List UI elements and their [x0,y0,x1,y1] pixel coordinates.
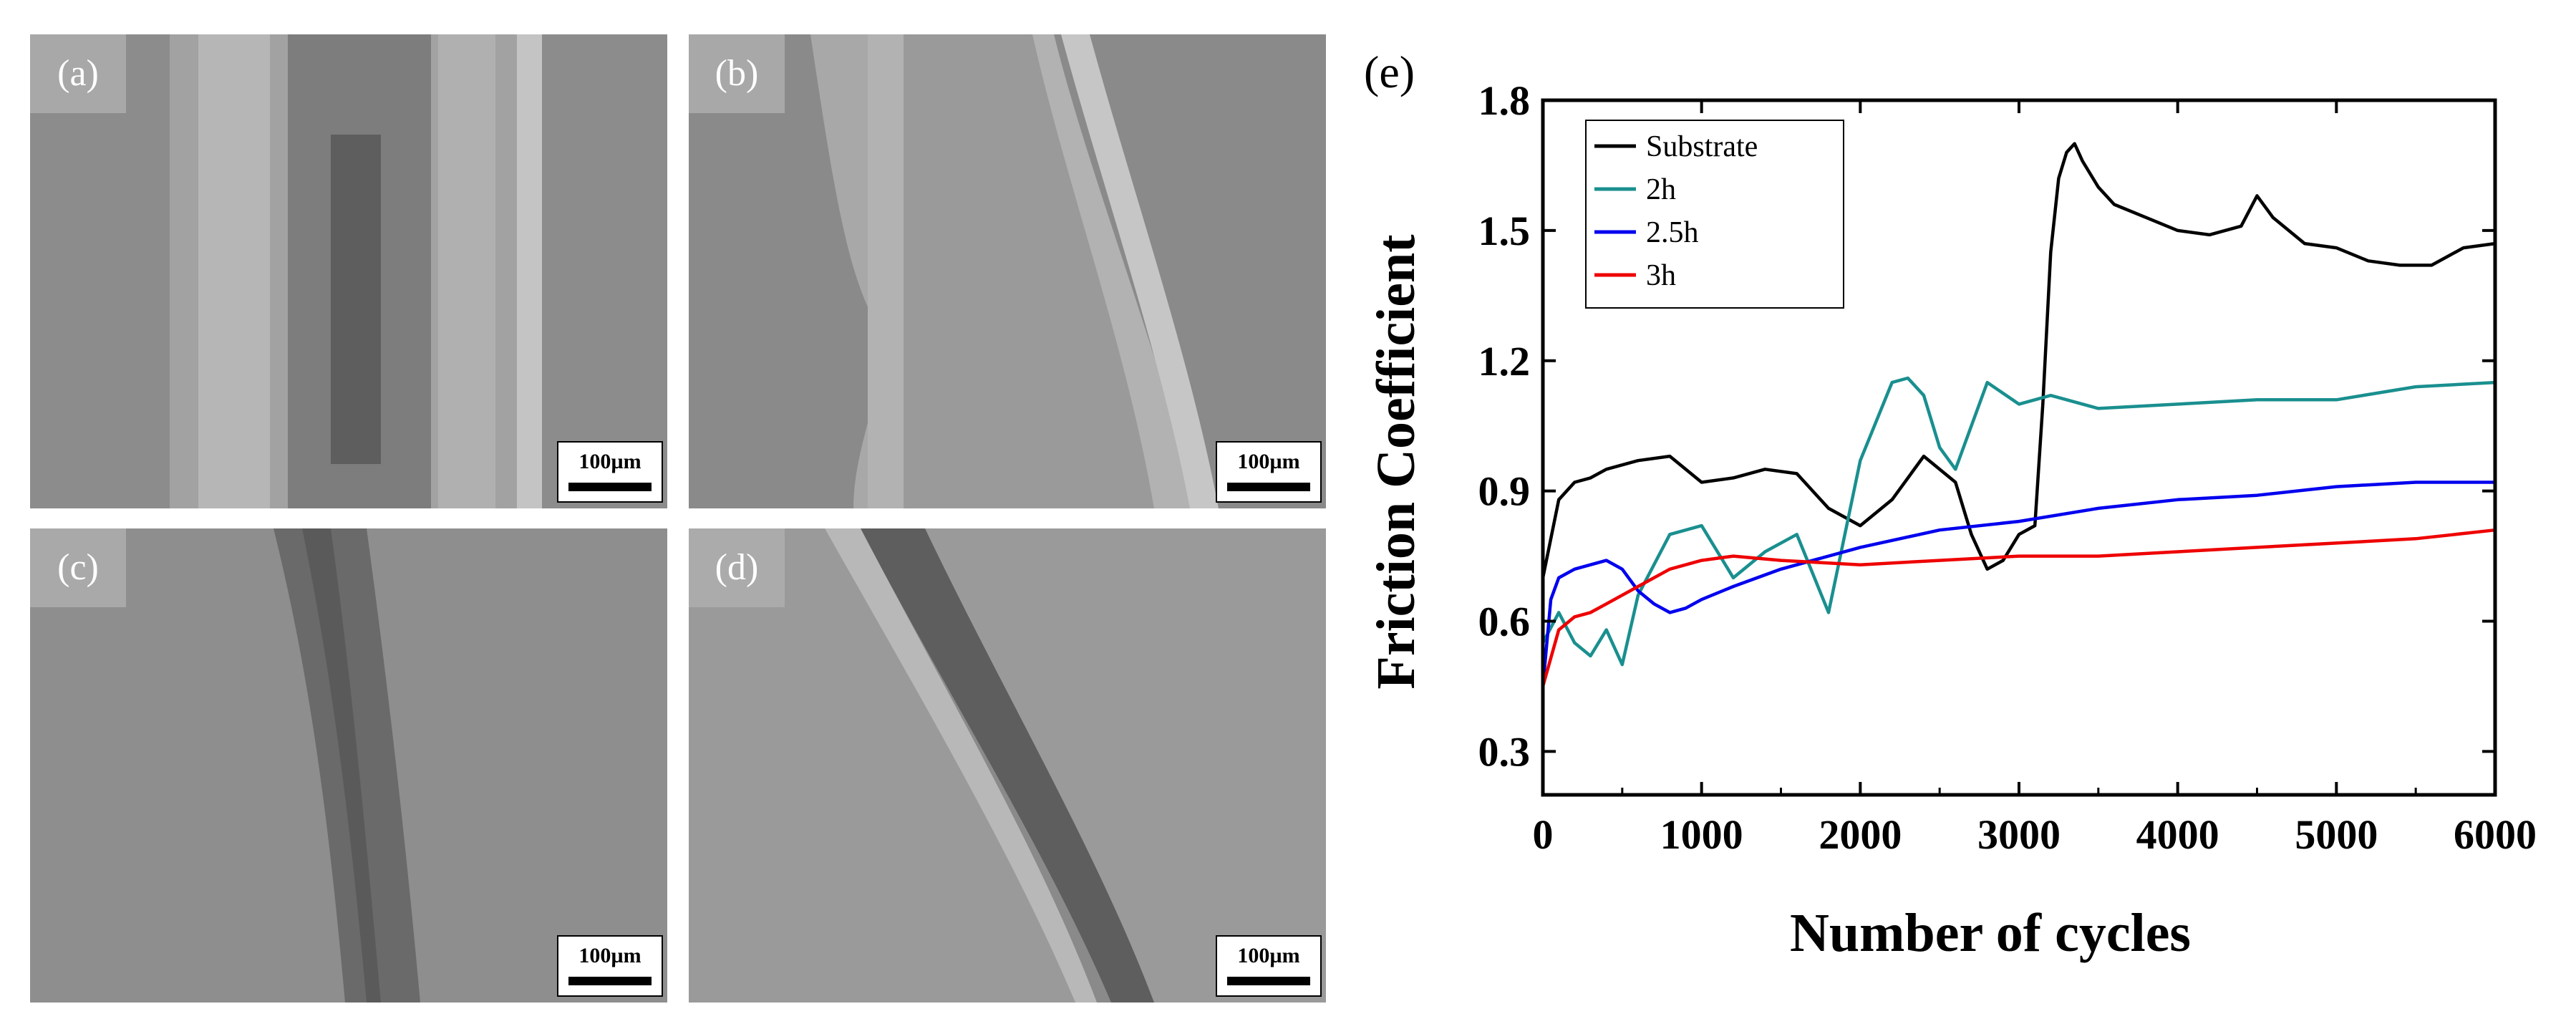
y-tick-label-1: 0.6 [1478,599,1531,645]
legend-label-1: 2h [1646,173,1676,206]
panel-label-b: (b) [689,34,785,113]
panel-label-d: (d) [689,528,785,607]
scale-bar-c: 100µm [557,935,663,997]
series-line-3 [1541,528,2496,687]
x-tick-label-3: 3000 [1977,811,2061,858]
micrograph-d: (d) 100µm [689,528,1326,1003]
legend-label-2: 2.5h [1646,216,1699,249]
x-tick-label-6: 6000 [2454,811,2537,858]
scale-bar-label-a: 100µm [578,450,641,473]
series-line-1 [1541,376,2496,667]
scale-bar-b: 100µm [1216,441,1322,503]
plot-area: 0 1000 2000 3000 4000 5000 6000 0.3 0.6 0.9 1.2 1.5… [1478,77,2537,858]
scale-bar-label-d: 100µm [1237,944,1300,967]
micrograph-c: (c) 100µm [30,528,667,1003]
micrograph-a-image [30,34,667,508]
panel-label-c: (c) [30,528,126,607]
x-tick-label-0: 0 [1533,811,1554,858]
scale-bar-label-b: 100µm [1237,450,1300,473]
y-tick-label-0: 0.3 [1478,728,1531,775]
series-line-0 [1541,142,2496,579]
scale-bar-a: 100µm [557,441,663,503]
y-axis-label: Friction Coefficient [1366,234,1426,689]
legend-label-3: 3h [1646,259,1676,292]
micrograph-b: (b) 100µm [689,34,1326,508]
x-tick-label-2: 2000 [1819,811,1902,858]
series-line-2 [1541,480,2495,687]
panel-label-a: (a) [30,34,126,113]
x-tick-label-4: 4000 [2136,811,2219,858]
micrograph-b-image [689,34,1326,508]
x-axis-label: Number of cycles [1790,903,2191,963]
micrograph-d-image [689,528,1326,1003]
scale-bar-label-c: 100µm [578,944,641,967]
legend-label-0: Substrate [1646,130,1758,163]
chart-panel-label: (e) [1364,47,1415,97]
y-tick-label-3: 1.2 [1478,338,1531,385]
y-tick-label-4: 1.5 [1478,208,1531,254]
y-tick-label-2: 0.9 [1478,468,1531,515]
micrograph-a: (a) 100µm [30,34,667,508]
scale-bar-d: 100µm [1216,935,1322,997]
micrograph-c-image [30,528,667,1003]
x-tick-label-1: 1000 [1660,811,1743,858]
x-tick-label-5: 5000 [2295,811,2378,858]
y-tick-label-5: 1.8 [1478,77,1531,124]
